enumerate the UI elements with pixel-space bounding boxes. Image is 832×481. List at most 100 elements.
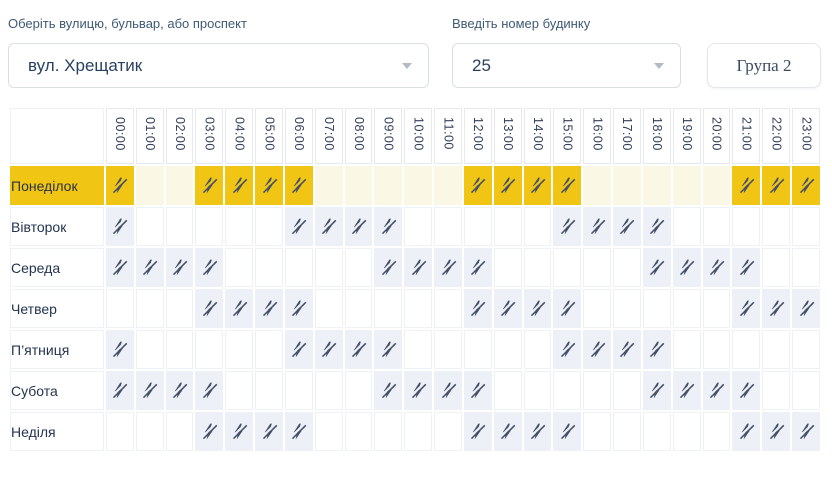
power-on-cell [344,248,373,287]
outage-cell [135,371,164,410]
power-on-cell [702,207,731,246]
power-on-cell [523,330,552,369]
outage-cell [404,371,433,410]
day-label: Неділя [10,412,104,451]
outage-cell [553,289,582,328]
outage-cell [463,412,492,451]
power-on-cell [344,371,373,410]
power-on-cell [135,207,164,246]
power-off-icon [797,176,814,194]
power-off-icon [320,340,337,358]
power-off-icon [290,340,307,358]
power-off-icon [439,258,456,276]
power-on-cell [523,371,552,410]
day-label: П’ятниця [10,330,104,369]
outage-cell [493,166,522,205]
hour-header-13: 13:00 [493,108,522,164]
hour-header-20: 20:00 [702,108,731,164]
street-select[interactable]: вул. Хрещатик [8,43,429,88]
power-on-cell [493,330,522,369]
power-off-icon [380,340,397,358]
outage-cell [434,371,462,410]
outage-cell [255,289,283,328]
power-on-cell [195,207,224,246]
outage-cell [284,166,313,205]
outage-cell [106,248,134,287]
power-on-cell [523,248,552,287]
street-label: Оберіть вулицю, бульвар, або проспект [8,16,247,31]
day-label: Понеділок [10,166,104,205]
power-on-cell [583,371,612,410]
outage-cell [732,371,761,410]
power-on-cell [613,166,641,205]
hour-header-21: 21:00 [732,108,761,164]
house-label: Введіть номер будинку [452,16,591,31]
hour-header-07: 07:00 [314,108,343,164]
power-off-icon [499,176,516,194]
group-button[interactable]: Група 2 [707,43,821,88]
power-off-icon [708,381,725,399]
power-off-icon [797,422,814,440]
outage-cell [613,330,641,369]
controls-row: Оберіть вулицю, бульвар, або проспект ву… [8,16,822,88]
power-off-icon [380,217,397,235]
power-on-cell [553,248,582,287]
outage-cell [106,330,134,369]
power-off-icon [588,217,605,235]
power-off-icon [529,422,546,440]
power-off-icon [111,340,128,358]
outage-cell [493,289,522,328]
power-off-icon [290,176,307,194]
outage-cell [195,289,224,328]
outage-cell [523,166,552,205]
power-on-cell [792,207,820,246]
hour-header-17: 17:00 [613,108,641,164]
outage-cell [284,412,313,451]
power-on-cell [732,207,761,246]
power-on-cell [732,330,761,369]
outage-cell [404,248,433,287]
power-off-icon [559,217,576,235]
day-row: Середа [10,248,820,287]
power-on-cell [195,330,224,369]
hour-header-19: 19:00 [672,108,701,164]
power-on-cell [613,371,641,410]
outage-cell [284,289,313,328]
outage-cell [642,207,671,246]
house-select[interactable]: 25 [452,43,681,88]
power-off-icon [559,176,576,194]
power-on-cell [314,371,343,410]
power-off-icon [678,258,695,276]
outage-cell [225,166,254,205]
power-on-cell [135,412,164,451]
power-on-cell [225,371,254,410]
power-on-cell [344,412,373,451]
outage-cell [553,166,582,205]
power-off-icon [350,217,367,235]
power-on-cell [434,330,462,369]
power-on-cell [434,412,462,451]
outage-cell [463,289,492,328]
outage-cell [613,207,641,246]
power-on-cell [374,412,403,451]
hour-header-12: 12:00 [463,108,492,164]
hour-header-14: 14:00 [523,108,552,164]
power-off-icon [201,381,218,399]
outage-cell [732,248,761,287]
power-off-icon [111,217,128,235]
power-on-cell [165,166,194,205]
hour-header-05: 05:00 [255,108,283,164]
power-off-icon [767,176,784,194]
outage-cell [732,289,761,328]
power-off-icon [529,176,546,194]
power-on-cell [642,412,671,451]
chevron-down-icon [402,62,412,69]
power-on-cell [314,412,343,451]
power-off-icon [409,258,427,276]
power-on-cell [792,248,820,287]
outage-cell [165,371,194,410]
hour-header-11: 11:00 [434,108,462,164]
power-on-cell [702,412,731,451]
hour-header-09: 09:00 [374,108,403,164]
power-on-cell [672,207,701,246]
